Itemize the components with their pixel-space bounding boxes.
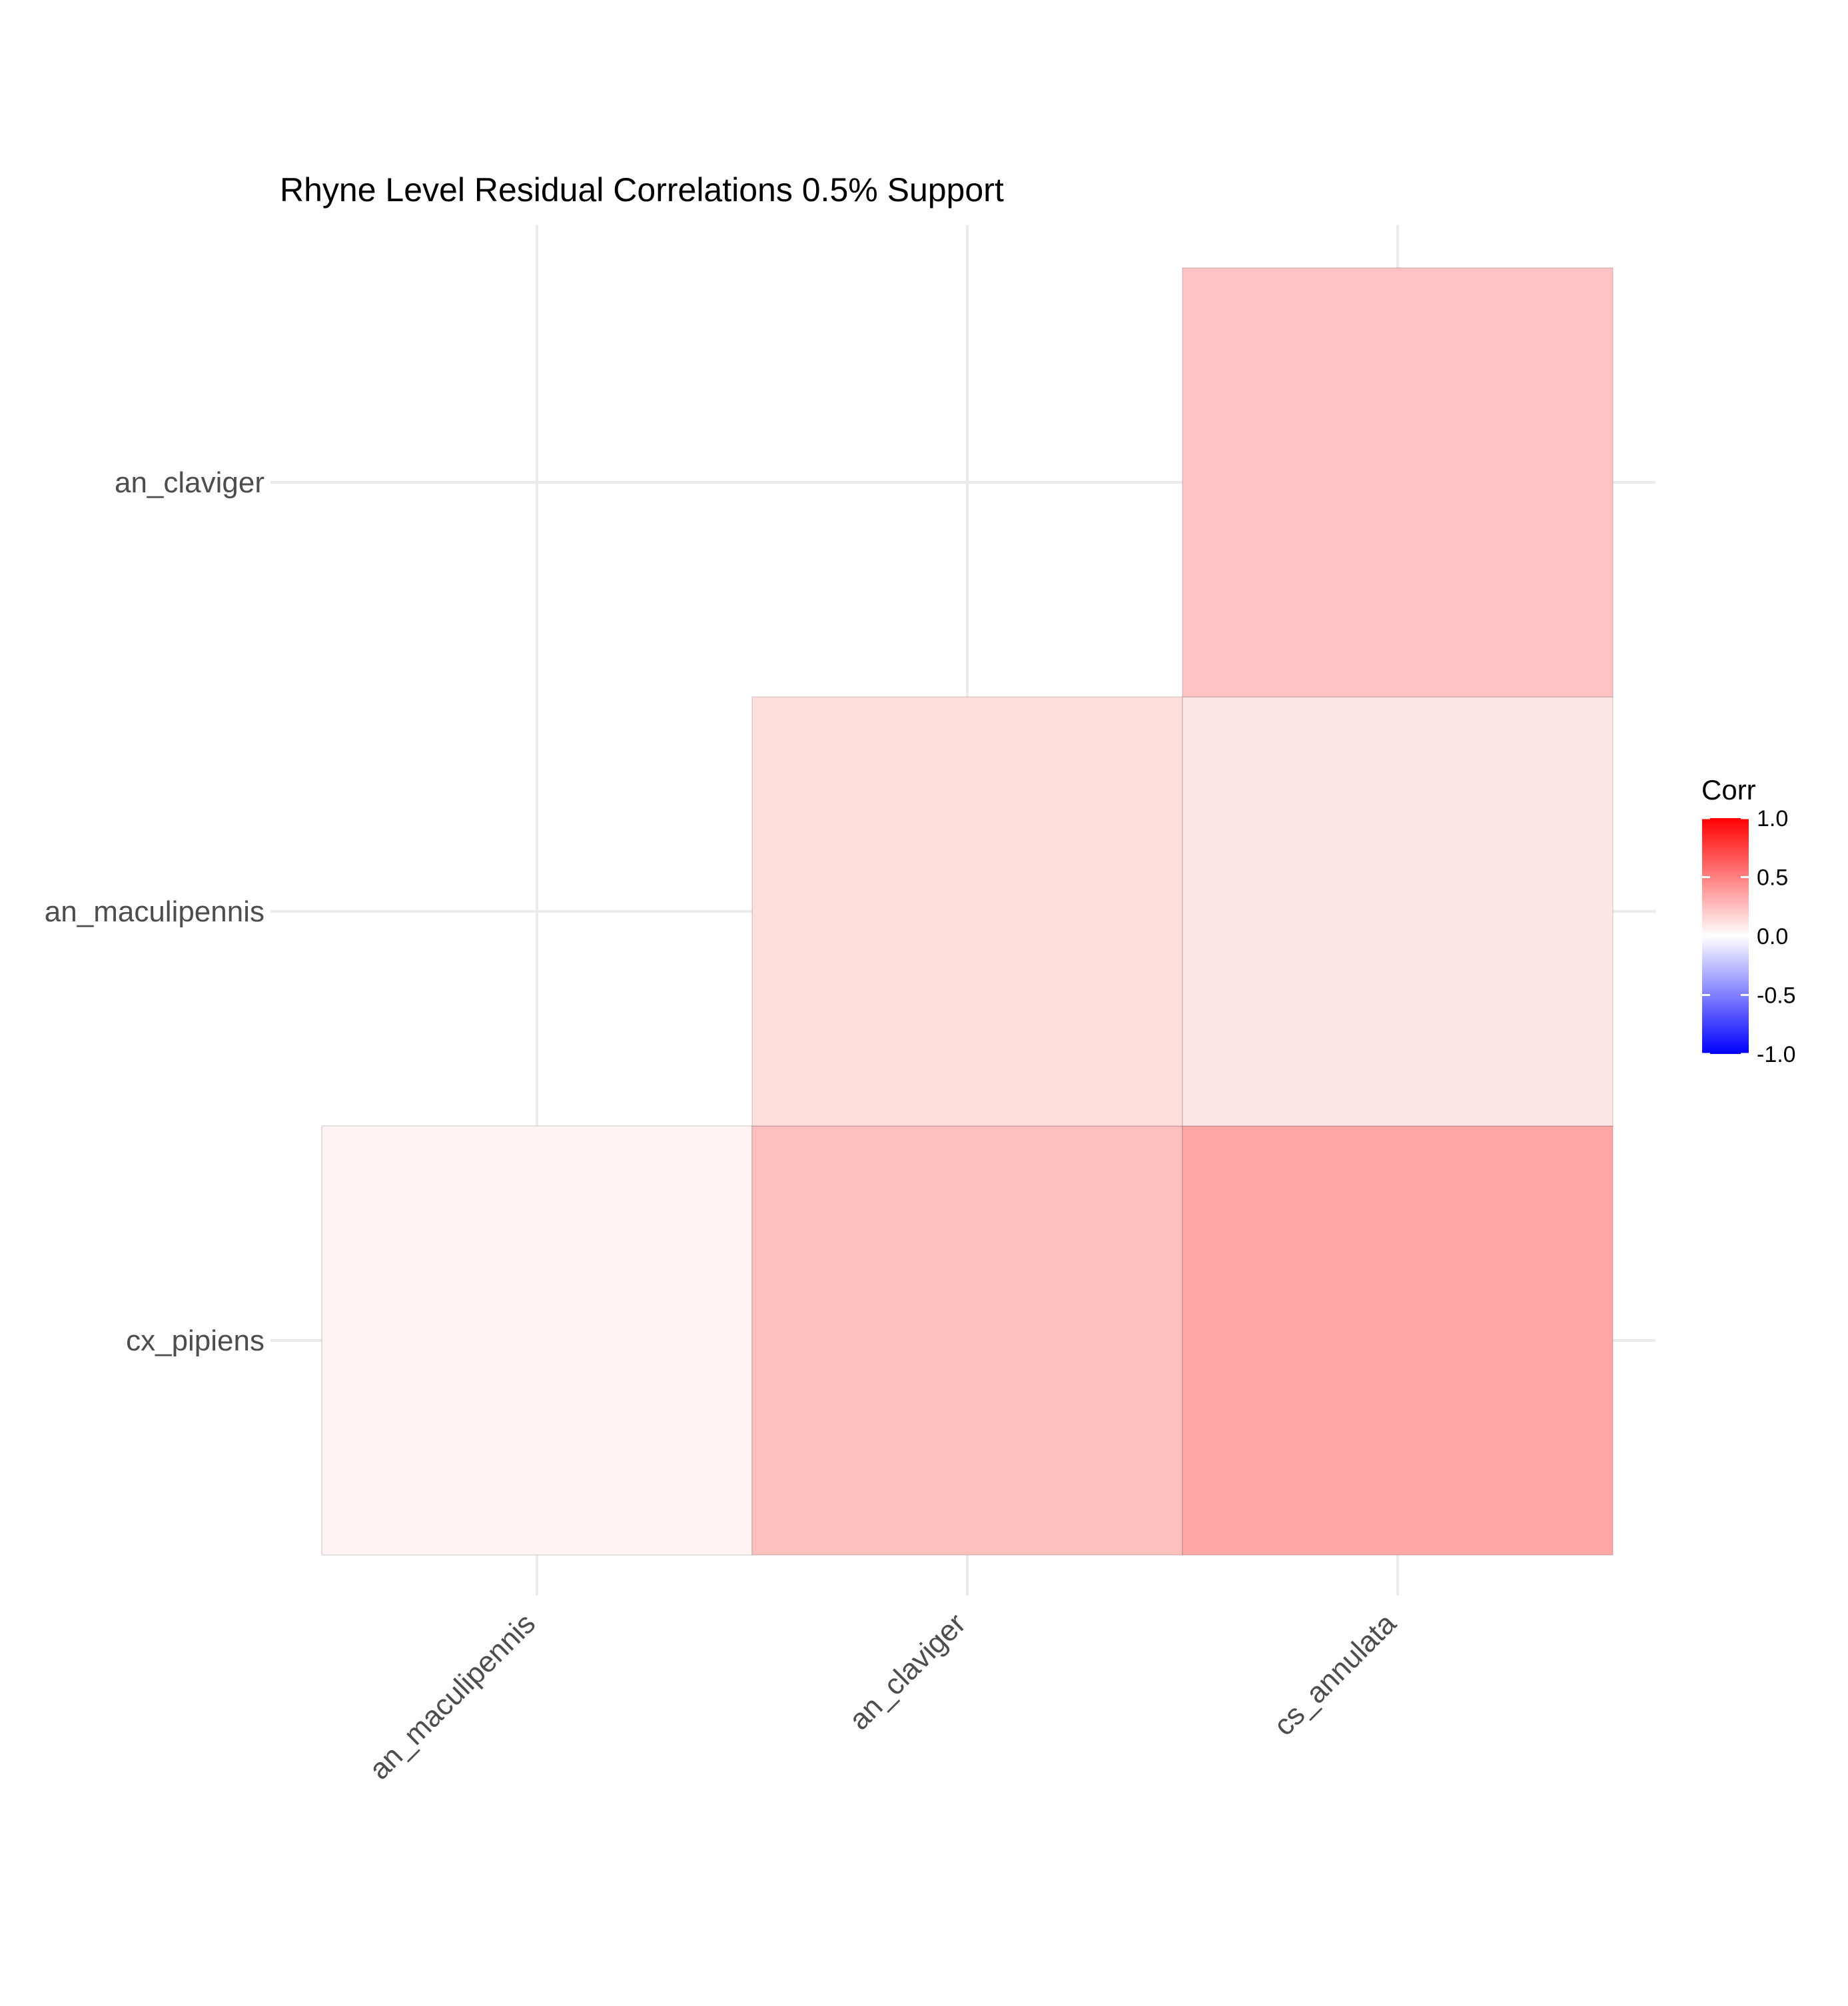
legend-tick-label: -1.0 [1757, 1042, 1796, 1067]
legend-title: Corr [1701, 774, 1756, 805]
legend-tick-label: 0.5 [1757, 865, 1788, 891]
color-legend: Corr 1.0 0.5 0.0 -0.5 -1.0 [1701, 774, 1796, 1067]
x-axis-ticks: an_maculipennis an_claviger cs_annulata [363, 1607, 1403, 1786]
x-tick-label: an_claviger [843, 1607, 972, 1736]
heatmap-cells [321, 267, 1614, 1556]
y-tick-label: an_maculipennis [45, 895, 264, 928]
heatmap-cell [1182, 1125, 1614, 1556]
heatmap-cell [1182, 267, 1614, 698]
x-tick-label: an_maculipennis [363, 1607, 542, 1785]
chart-title: Rhyne Level Residual Correlations 0.5% S… [280, 171, 1004, 209]
legend-tick-label: 1.0 [1757, 806, 1788, 831]
heatmap-cell [751, 1125, 1183, 1556]
legend-tick-label: -0.5 [1757, 983, 1796, 1009]
y-tick-label: an_claviger [115, 466, 264, 499]
heatmap-cell [321, 1125, 753, 1556]
heatmap-cell [1182, 696, 1614, 1127]
heatmap-cell [751, 696, 1183, 1127]
y-axis-ticks: cx_pipiens an_maculipennis an_claviger [45, 466, 280, 1357]
legend-tick-label: 0.0 [1757, 924, 1788, 949]
x-tick-label: cs_annulata [1268, 1607, 1403, 1742]
y-tick-label: cx_pipiens [126, 1324, 264, 1357]
